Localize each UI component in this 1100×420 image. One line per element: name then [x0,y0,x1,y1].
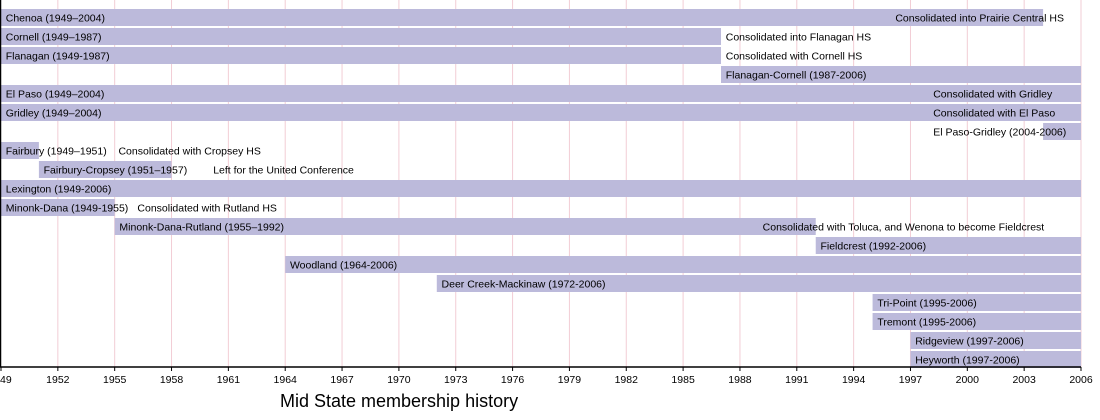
timeline-bar [1043,123,1081,140]
bar-label: Woodland (1964-2006) [290,260,397,272]
x-tick-label: 2006 [1069,374,1093,386]
bar-label: Heyworth (1997-2006) [915,355,1019,367]
bar-label: Minonk-Dana (1949-1955) [6,203,129,215]
bar-label: Deer Creek-Mackinaw (1972-2006) [442,279,606,291]
bar-annotation: Consolidated with Cornell HS [726,51,863,63]
timeline-bar [1,142,39,159]
bar-annotation: Consolidated into Flanagan HS [726,32,871,44]
x-tick-label: 1976 [501,374,525,386]
timeline-bar [38,161,172,178]
bar-annotation: Consolidated with El Paso [933,108,1055,120]
bar-label: El Paso-Gridley (2004-2006) [933,127,1066,139]
timeline-bar [1,47,721,64]
bar-label: Lexington (1949-2006) [6,184,112,196]
x-tick-label: 1979 [558,374,582,386]
x-tick-label: 1985 [671,374,695,386]
x-tick-label: 1958 [160,374,184,386]
bar-labels: Chenoa (1949–2004) Consolidated into Prai… [6,13,1067,367]
bar-label: Flanagan-Cornell (1987-2006) [726,70,867,82]
x-tick-label: 2000 [956,374,980,386]
x-tick-label: 1967 [330,374,354,386]
timeline-bar [1,104,1081,121]
bar-label: Chenoa (1949–2004) [6,13,105,25]
timeline-bar [1,28,721,45]
bar-label: Flanagan (1949-1987) [6,51,110,63]
x-tick-label: 1973 [444,374,468,386]
bar-label: Tri-Point (1995-2006) [877,298,976,310]
bar-label: Fieldcrest (1992-2006) [820,241,926,253]
bar-annotation: Consolidated with Gridley [933,89,1053,101]
bar-label: Tremont (1995-2006) [877,317,976,329]
bar-label: Fairbury (1949–1951) [6,146,107,158]
timeline-bar [285,256,1081,273]
bar-label: Fairbury-Cropsey (1951–1957) [44,165,188,177]
timeline-bar [721,66,1081,83]
x-tick-label: 1952 [46,374,70,386]
timeline-bar [910,332,1081,349]
x-tick-label: 1991 [785,374,809,386]
bar-annotation: Left for the United Conference [213,165,354,177]
x-tick-label: 2003 [1012,374,1036,386]
timeline-bar [1,85,1081,102]
bar-annotation: Consolidated into Prairie Central HS [895,13,1064,25]
x-tick-label: 1970 [387,374,411,386]
x-tick-label: 1988 [728,374,752,386]
bar-annotation: Consolidated with Cropsey HS [118,146,260,158]
x-axis: 49 1952 1955 1958 1961 1964 1967 1970 1973 1976 19… [0,0,1093,386]
x-tick-label: 1997 [899,374,923,386]
x-tick-label: 1955 [103,374,127,386]
timeline-bar [114,218,816,235]
bar-annotation: Consolidated with Rutland HS [137,203,277,215]
bar-label: Minonk-Dana-Rutland (1955–1992) [119,222,284,234]
timeline-bar [1,9,1044,26]
timeline-bar [815,237,1081,254]
timeline-bar [436,275,1082,292]
x-tick-label: 1964 [274,374,298,386]
timeline-bar [872,294,1081,311]
x-tick-label: 1982 [615,374,639,386]
x-tick-label: 1961 [217,374,241,386]
bar-label: El Paso (1949–2004) [6,89,105,101]
timeline-bar [910,351,1081,368]
bar-label: Gridley (1949–2004) [6,108,102,120]
x-tick-label: 49 [0,374,12,386]
bar-annotation: Consolidated with Toluca, and Wenona to … [763,222,1045,234]
chart-title: Mid State membership history [280,391,518,411]
bar-label: Ridgeview (1997-2006) [915,336,1024,348]
timeline-bar [1,180,1081,197]
x-tick-label: 1994 [842,374,866,386]
bars [1,9,1082,368]
timeline-bar [872,313,1081,330]
timeline-bar [1,199,115,216]
bar-label: Cornell (1949–1987) [6,32,102,44]
